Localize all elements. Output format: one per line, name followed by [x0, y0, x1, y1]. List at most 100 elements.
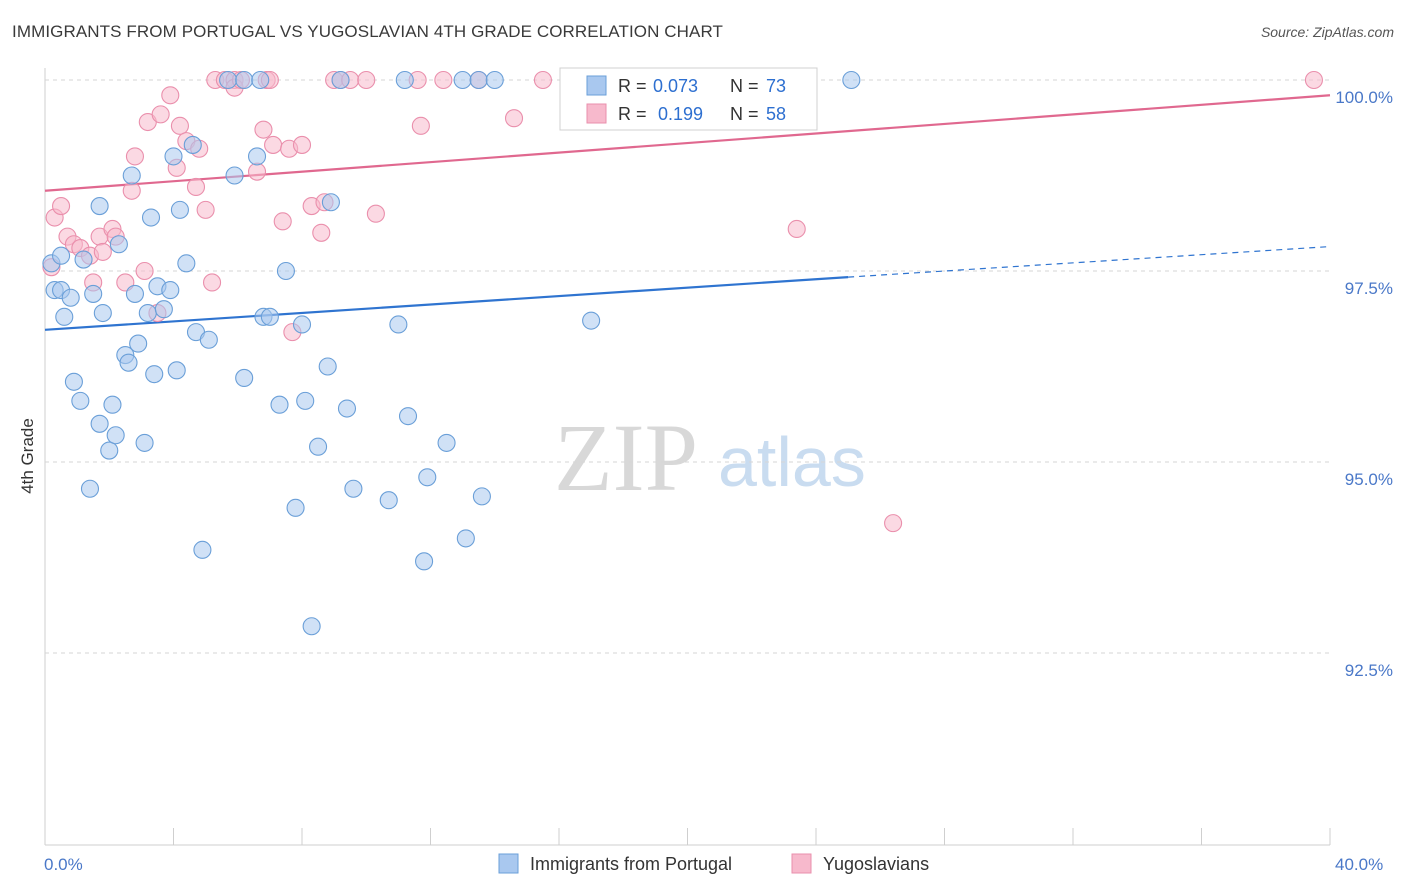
- portugal-point: [93, 303, 112, 323]
- bottom-legend-label-yugoslavians: Yugoslavians: [823, 854, 929, 874]
- portugal-point: [582, 311, 601, 330]
- portugal-point: [225, 166, 244, 185]
- yugoslavians-point: [411, 116, 430, 135]
- legend-r-value-1: 0.073: [653, 76, 698, 96]
- bottom-legend-swatch-yugoslavians: [791, 853, 812, 874]
- x-tick-label-max: 40.0%: [1335, 855, 1383, 874]
- yugoslavians-point: [273, 212, 292, 231]
- portugal-point: [122, 166, 141, 185]
- yugoslavians-point: [135, 261, 154, 281]
- yugoslavians-point: [787, 219, 806, 239]
- bottom-legend-swatch-portugal: [498, 853, 519, 874]
- bottom-legend-label-portugal: Immigrants from Portugal: [530, 854, 732, 874]
- portugal-point: [138, 303, 157, 323]
- portugal-point: [251, 70, 270, 90]
- portugal-point: [170, 200, 189, 219]
- portugal-point: [235, 368, 254, 388]
- portugal-point: [270, 395, 289, 414]
- yugoslavians-point: [203, 273, 222, 292]
- portugal-point: [276, 261, 295, 281]
- portugal-point: [74, 250, 93, 269]
- chart-title: IMMIGRANTS FROM PORTUGAL VS YUGOSLAVIAN …: [12, 22, 724, 41]
- portugal-point: [453, 70, 472, 90]
- legend-r-label-1: R =: [618, 76, 647, 96]
- portugal-point: [379, 491, 398, 510]
- x-tick-label-min: 0.0%: [44, 855, 83, 874]
- portugal-point: [292, 315, 312, 334]
- yugoslavians-point: [151, 105, 170, 124]
- gridlines: [45, 79, 1330, 654]
- portugal-point: [418, 468, 437, 487]
- portugal-point: [80, 479, 100, 498]
- portugal-point: [103, 395, 122, 414]
- yugoslavians-point: [122, 181, 141, 200]
- portugal-point: [64, 372, 83, 391]
- legend-r-value-2: 0.199: [658, 104, 703, 124]
- legend-n-value-1: 73: [766, 76, 786, 96]
- portugal-point: [84, 284, 103, 303]
- portugal-point: [389, 315, 408, 334]
- yugoslavians-point: [125, 147, 144, 166]
- yugoslavians-point: [884, 514, 903, 533]
- yugoslavians-point: [264, 135, 283, 154]
- portugal-point: [167, 361, 186, 380]
- y-axis-label: 4th Grade: [18, 418, 37, 494]
- portugal-point: [61, 288, 80, 307]
- portugal-point: [247, 147, 267, 166]
- legend-n-label-2: N =: [730, 104, 759, 124]
- yugoslavians-point: [533, 70, 552, 90]
- portugal-point: [437, 433, 456, 452]
- portugal-point: [842, 70, 861, 90]
- watermark-zip: ZIP: [554, 404, 698, 511]
- portugal-point: [52, 246, 71, 265]
- portugal-point: [318, 357, 337, 376]
- y-tick-label: 100.0%: [1335, 88, 1393, 107]
- portugal-points: [42, 70, 861, 636]
- legend-swatch-yugoslavians: [586, 103, 607, 124]
- portugal-point: [286, 498, 305, 517]
- yugoslavians-point: [247, 162, 267, 181]
- portugal-point: [199, 330, 218, 349]
- portugal-point: [296, 391, 315, 410]
- portugal-point: [469, 70, 488, 90]
- yugoslavians-point: [504, 109, 524, 128]
- portugal-point: [485, 70, 504, 90]
- portugal-point: [145, 365, 164, 384]
- yugoslavians-point: [312, 223, 331, 242]
- portugal-point: [183, 135, 202, 154]
- portugal-point: [55, 307, 74, 326]
- portugal-point: [100, 441, 119, 460]
- chart-source: Source: ZipAtlas.com: [1260, 24, 1394, 40]
- portugal-point: [119, 353, 138, 372]
- yugoslavians-point: [1304, 70, 1323, 90]
- portugal-point: [337, 399, 357, 418]
- portugal-point: [235, 70, 254, 90]
- portugal-point: [302, 617, 321, 636]
- portugal-point: [321, 193, 340, 212]
- portugal-point: [309, 437, 328, 456]
- legend-n-label-1: N =: [730, 76, 759, 96]
- legend-swatch-portugal: [586, 75, 607, 96]
- yugoslavians-point: [292, 135, 312, 154]
- portugal-point: [456, 529, 475, 548]
- portugal-point: [331, 70, 350, 90]
- yugoslavians-point: [254, 120, 273, 139]
- portugal-trend-extension: [848, 245, 1331, 278]
- portugal-point: [398, 407, 418, 426]
- portugal-point: [135, 433, 154, 452]
- yugoslavians-point: [366, 204, 385, 223]
- portugal-point: [90, 414, 109, 433]
- portugal-point: [141, 208, 161, 227]
- portugal-point: [129, 334, 148, 353]
- portugal-point: [125, 284, 144, 303]
- x-tick-marks: [44, 828, 1331, 845]
- portugal-point: [164, 147, 183, 166]
- yugoslavians-point: [196, 200, 215, 219]
- portugal-point: [260, 307, 279, 326]
- yugoslavians-point: [161, 86, 180, 105]
- y-tick-label: 92.5%: [1345, 661, 1393, 680]
- y-tick-labels: 100.0% 97.5% 95.0% 92.5%: [1335, 88, 1393, 680]
- yugoslavians-point: [357, 70, 376, 90]
- legend-r-label-2: R =: [618, 104, 647, 124]
